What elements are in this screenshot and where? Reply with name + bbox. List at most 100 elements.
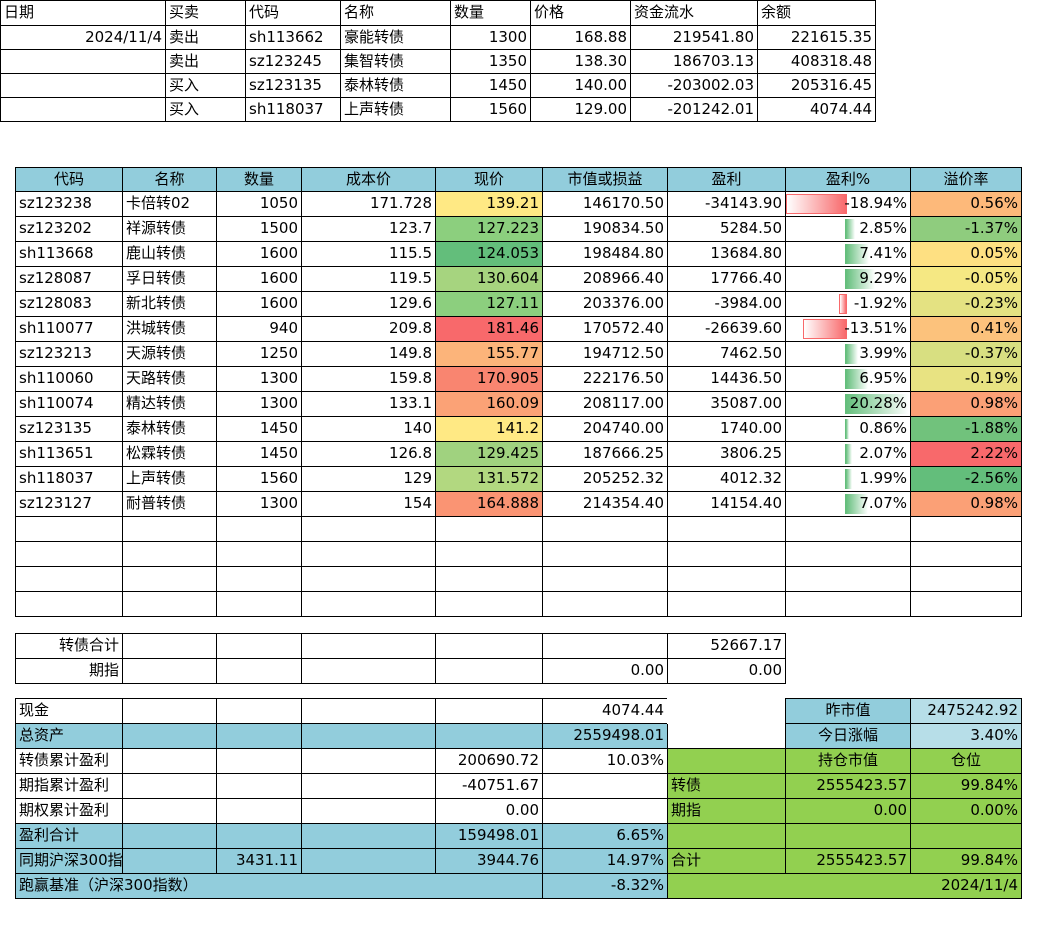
cell-text: -0.23% xyxy=(964,294,1018,312)
cell-text: sh110060 xyxy=(19,369,94,387)
cell: sz123245 xyxy=(245,49,341,74)
cell: 7.07% xyxy=(785,491,911,517)
cell: 186703.13 xyxy=(630,49,758,74)
cell-text: 4074.44 xyxy=(809,100,872,118)
cell: 1300 xyxy=(216,366,302,392)
empty-cell xyxy=(216,591,302,617)
cell-text: 127.223 xyxy=(476,219,539,237)
cell-text: -13.51% xyxy=(844,319,907,337)
cell-text: 5284.50 xyxy=(719,219,782,237)
cell: 2024/11/4 xyxy=(667,873,1022,899)
cell: 146170.50 xyxy=(542,191,668,217)
cell-text: sh110077 xyxy=(19,319,94,337)
cell: 1250 xyxy=(216,341,302,367)
cell: -0.23% xyxy=(910,291,1022,317)
cell-text: 天源转债 xyxy=(126,344,187,362)
cell-text: 代码 xyxy=(53,170,84,188)
cell: 天路转债 xyxy=(122,366,217,392)
cell: 1300 xyxy=(216,391,302,417)
cell: 155.77 xyxy=(435,341,543,367)
cell-text: 1350 xyxy=(488,52,527,70)
cell-text: 7462.50 xyxy=(719,344,782,362)
header-cell: 代码 xyxy=(245,0,341,26)
cell-text: 190834.50 xyxy=(582,219,664,237)
cell: 0.56% xyxy=(910,191,1022,217)
cell-text: 408318.48 xyxy=(790,52,872,70)
cell: 181.46 xyxy=(435,316,543,342)
cell-text: 1740.00 xyxy=(719,419,782,437)
cell: sz123135 xyxy=(245,73,341,98)
cell-text: 129.00 xyxy=(574,100,628,118)
cell: sh110077 xyxy=(15,316,123,342)
cell-text: sh118037 xyxy=(249,100,324,118)
cell: 0.86% xyxy=(785,416,911,442)
cell xyxy=(122,823,217,849)
cell: 187666.25 xyxy=(542,441,668,467)
data-bar xyxy=(845,269,875,289)
cell: 1600 xyxy=(216,241,302,267)
header-cell: 市值或损益 xyxy=(542,167,668,192)
cell: 天源转债 xyxy=(122,341,217,367)
cell-text: 买入 xyxy=(169,100,200,118)
cell-text: 205316.45 xyxy=(790,76,872,94)
cell: 精达转债 xyxy=(122,391,217,417)
empty-cell xyxy=(910,516,1022,542)
data-bar xyxy=(845,419,849,439)
cell-text: 仓位 xyxy=(950,751,981,769)
cell xyxy=(216,633,302,659)
cell: 1050 xyxy=(216,191,302,217)
cell-text: 余额 xyxy=(761,3,792,21)
cell-text: -1.37% xyxy=(964,219,1018,237)
cell-text: -0.05% xyxy=(964,269,1018,287)
empty-cell xyxy=(15,591,123,617)
cell-text: 2555423.57 xyxy=(816,776,907,794)
cell-text: 204740.00 xyxy=(582,419,664,437)
cell-text: 1560 xyxy=(259,469,298,487)
cell: -13.51% xyxy=(785,316,911,342)
cell-text: 豪能转债 xyxy=(344,28,405,46)
cell xyxy=(0,73,166,98)
cell: 133.1 xyxy=(301,391,436,417)
cell-text: 20.28% xyxy=(849,394,907,412)
cell: 泰林转债 xyxy=(122,416,217,442)
empty-cell xyxy=(542,516,668,542)
cell: sz128083 xyxy=(15,291,123,317)
cell-text: 日期 xyxy=(4,3,35,21)
cell: 214354.40 xyxy=(542,491,668,517)
cell: 127.11 xyxy=(435,291,543,317)
cell: 124.053 xyxy=(435,241,543,267)
cell xyxy=(435,723,543,749)
cell-text: 2555423.57 xyxy=(816,851,907,869)
cell-text: 194712.50 xyxy=(582,344,664,362)
cell-text: 1500 xyxy=(259,219,298,237)
cell: 卖出 xyxy=(165,49,246,74)
cell: 0.00 xyxy=(542,658,668,684)
header-cell: 买卖 xyxy=(165,0,246,26)
cell: 2555423.57 xyxy=(785,848,911,874)
cell-text: 126.8 xyxy=(389,444,432,462)
cell-text: 合计 xyxy=(671,851,702,869)
cell-text: 9.29% xyxy=(859,269,907,287)
cell-text: -40751.67 xyxy=(462,776,539,794)
cell xyxy=(216,698,302,724)
cell: 1450 xyxy=(450,73,531,98)
cell-text: 集智转债 xyxy=(344,52,405,70)
cell-text: -1.88% xyxy=(964,419,1018,437)
cell: 129.00 xyxy=(530,97,631,122)
cell-text: 129 xyxy=(403,469,432,487)
cell: 买入 xyxy=(165,73,246,98)
cell: sh118037 xyxy=(245,97,341,122)
cell-text: 数量 xyxy=(454,3,485,21)
cell: 2.85% xyxy=(785,216,911,242)
cell: 4074.44 xyxy=(757,97,876,122)
cell-text: 209.8 xyxy=(389,319,432,337)
cell: 0.98% xyxy=(910,391,1022,417)
cell: 1450 xyxy=(216,416,302,442)
cell: 131.572 xyxy=(435,466,543,492)
cell: 20.28% xyxy=(785,391,911,417)
empty-cell xyxy=(667,566,786,592)
cell-text: 129.6 xyxy=(389,294,432,312)
cell: 集智转债 xyxy=(340,49,451,74)
cell-text: 2559498.01 xyxy=(573,726,664,744)
cell xyxy=(122,723,217,749)
